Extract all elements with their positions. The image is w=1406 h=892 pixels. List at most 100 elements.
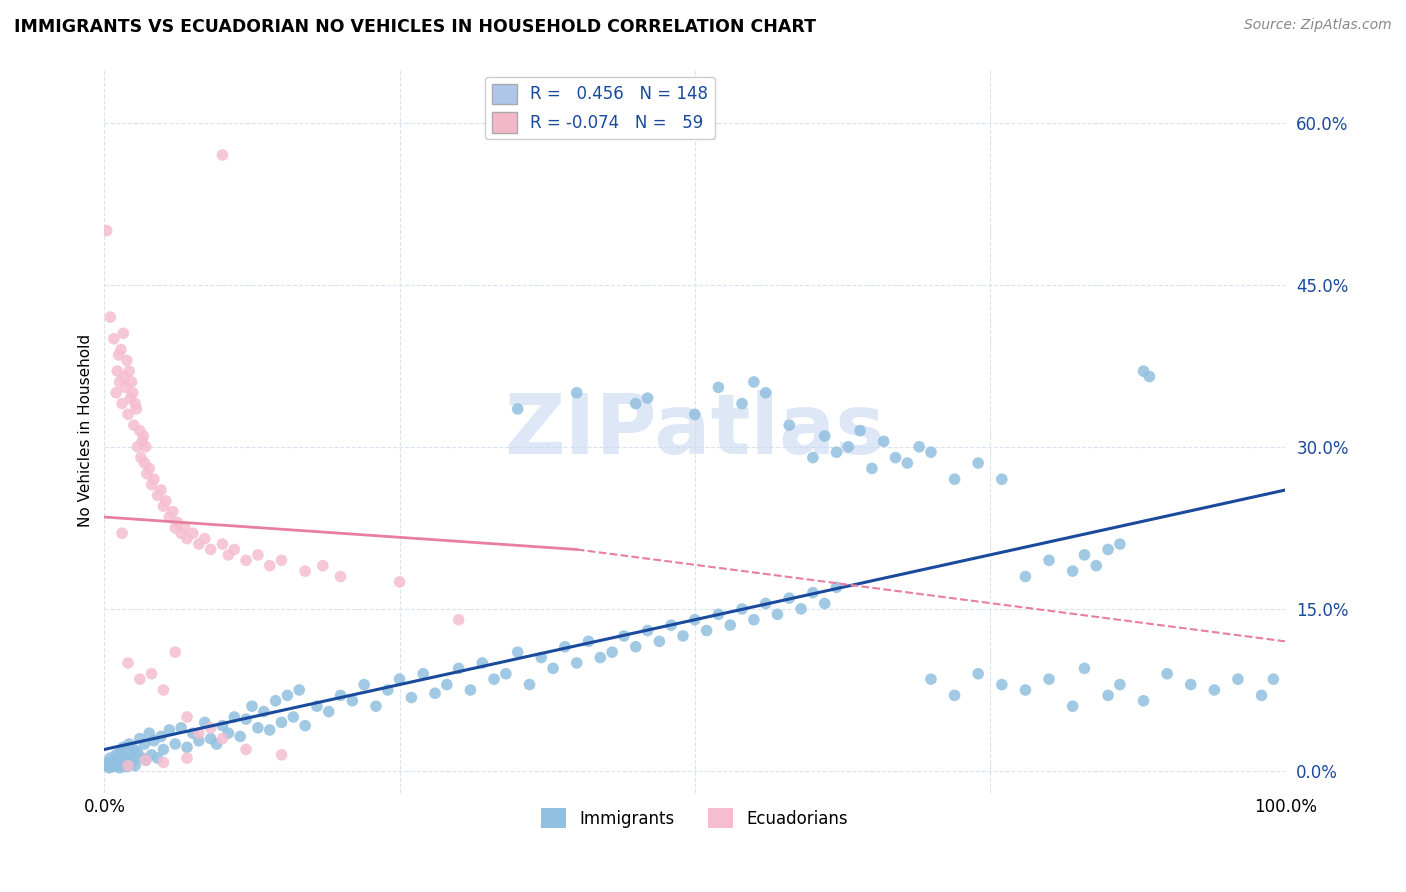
Point (637, 391, 659, 405)
Point (124, 758, 146, 772)
Point (1097, 689, 1119, 703)
Point (176, 532, 198, 546)
Point (97, 756, 120, 770)
Point (96, 224, 118, 238)
Point (1062, 564, 1084, 578)
Point (624, 640, 647, 654)
Point (165, 737, 187, 751)
Point (194, 532, 217, 546)
Point (229, 730, 252, 744)
Point (128, 731, 150, 746)
Point (135, 440, 157, 454)
Point (648, 634, 671, 648)
Text: IMMIGRANTS VS ECUADORIAN NO VEHICLES IN HOUSEHOLD CORRELATION CHART: IMMIGRANTS VS ECUADORIAN NO VEHICLES IN … (14, 18, 815, 36)
Point (624, 396, 647, 410)
Point (131, 751, 153, 765)
Point (1263, 672, 1285, 686)
Point (217, 548, 239, 562)
Point (1097, 542, 1119, 557)
Point (141, 666, 163, 681)
Point (127, 440, 149, 454)
Point (1062, 699, 1084, 714)
Point (683, 613, 706, 627)
Point (1132, 364, 1154, 378)
Point (519, 677, 541, 691)
Point (755, 385, 778, 400)
Point (120, 756, 142, 771)
Point (101, 760, 124, 774)
Point (447, 613, 470, 627)
Point (259, 723, 281, 737)
Point (801, 450, 824, 465)
Point (124, 396, 146, 410)
Point (103, 332, 125, 346)
Point (200, 721, 222, 735)
Point (170, 721, 193, 735)
Point (967, 456, 990, 470)
Point (143, 733, 166, 747)
Point (114, 369, 136, 384)
Point (152, 683, 174, 698)
Point (157, 723, 180, 737)
Point (131, 434, 153, 449)
Point (778, 418, 800, 433)
Point (305, 699, 328, 714)
Point (176, 740, 198, 755)
Point (111, 396, 134, 410)
Point (105, 385, 128, 400)
Point (107, 348, 129, 362)
Point (837, 440, 859, 454)
Point (176, 751, 198, 765)
Point (318, 705, 340, 719)
Point (896, 456, 918, 470)
Point (873, 434, 896, 449)
Point (135, 753, 157, 767)
Point (731, 396, 754, 410)
Point (121, 385, 143, 400)
Point (128, 424, 150, 438)
Point (447, 661, 470, 675)
Point (165, 521, 187, 535)
Point (270, 553, 292, 567)
Point (162, 505, 184, 519)
Point (103, 754, 125, 768)
Point (152, 742, 174, 756)
Point (436, 677, 458, 691)
Point (1139, 369, 1161, 384)
Point (482, 672, 505, 686)
Point (294, 564, 316, 578)
Point (121, 754, 143, 768)
Point (111, 526, 134, 541)
Point (235, 712, 257, 726)
Point (114, 380, 136, 394)
Point (388, 574, 411, 589)
Point (217, 726, 239, 740)
Point (460, 683, 482, 698)
Point (132, 429, 155, 443)
Point (211, 148, 233, 162)
Point (270, 715, 292, 730)
Point (637, 624, 659, 638)
Point (342, 694, 364, 708)
Text: ZIPatlas: ZIPatlas (505, 390, 886, 471)
Point (235, 742, 257, 756)
Point (967, 666, 990, 681)
Point (141, 477, 163, 491)
Point (110, 343, 132, 357)
Point (107, 753, 129, 767)
Point (187, 733, 209, 747)
Point (176, 710, 198, 724)
Point (121, 375, 143, 389)
Point (115, 353, 138, 368)
Point (100, 757, 122, 772)
Point (115, 760, 138, 774)
Point (554, 640, 576, 654)
Point (613, 629, 636, 643)
Point (134, 456, 156, 470)
Point (1014, 683, 1036, 698)
Point (122, 742, 145, 756)
Point (211, 537, 233, 551)
Point (707, 607, 730, 622)
Point (146, 488, 169, 502)
Point (134, 737, 156, 751)
